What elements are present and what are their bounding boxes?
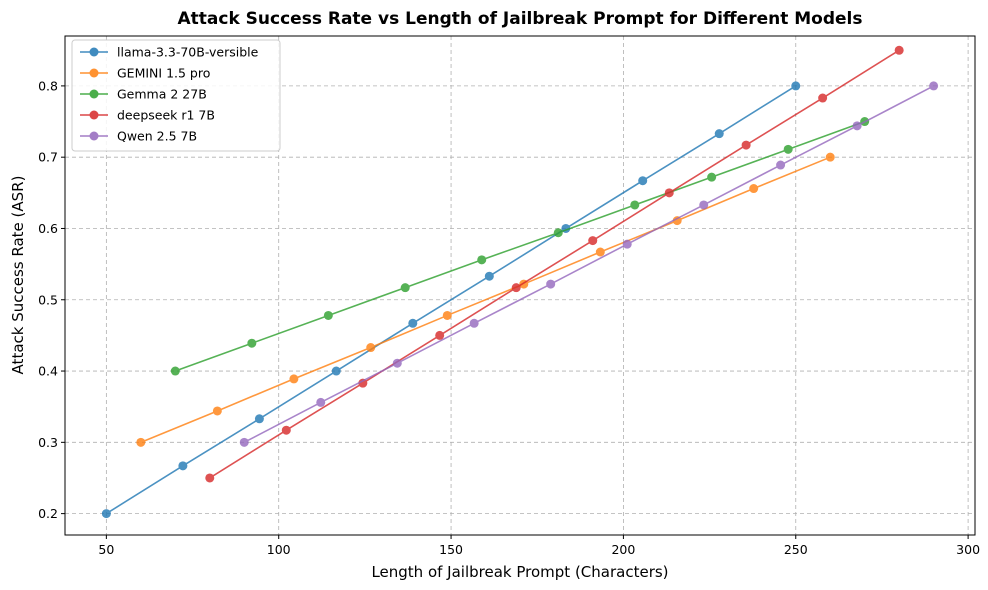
data-point: [484, 271, 494, 281]
legend-marker: [89, 47, 99, 57]
x-tick-label: 200: [611, 542, 635, 557]
series-1: [136, 152, 835, 447]
data-point: [664, 188, 674, 198]
data-point: [247, 338, 257, 348]
data-point: [281, 425, 291, 435]
data-point: [638, 176, 648, 186]
series-3: [205, 45, 904, 483]
legend-entry: [80, 131, 108, 141]
data-point: [170, 366, 180, 376]
y-tick-label: 0.2: [38, 506, 58, 521]
data-point: [699, 200, 709, 210]
series-line: [175, 120, 865, 372]
data-point: [442, 310, 452, 320]
series-layer: [101, 45, 939, 519]
legend-label: GEMINI 1.5 pro: [117, 66, 210, 81]
data-point: [477, 255, 487, 265]
data-point: [205, 473, 215, 483]
series-line: [140, 156, 831, 444]
grid: [65, 36, 975, 535]
data-point: [316, 397, 326, 407]
x-axis-label: Length of Jailbreak Prompt (Characters): [371, 563, 668, 581]
legend-marker: [89, 68, 99, 78]
x-tick-label: 150: [439, 542, 463, 557]
data-point: [791, 81, 801, 91]
data-point: [212, 406, 222, 416]
data-point: [622, 239, 632, 249]
legend-entry: [80, 89, 108, 99]
data-point: [630, 200, 640, 210]
plot-frame: [64, 35, 976, 536]
data-point: [254, 414, 264, 424]
data-point: [749, 184, 759, 194]
data-point: [595, 247, 605, 257]
data-point: [392, 358, 402, 368]
data-point: [101, 509, 111, 519]
x-tick-label: 100: [267, 542, 291, 557]
legend-label: Qwen 2.5 7B: [117, 129, 197, 144]
legend: llama-3.3-70B-versible GEMINI 1.5 pro Gemm…: [71, 39, 281, 152]
data-point: [289, 374, 299, 384]
data-point: [546, 279, 556, 289]
y-axis-label: Attack Success Rate (ASR): [9, 176, 27, 375]
x-tick-label: 250: [784, 542, 808, 557]
data-point: [852, 121, 862, 131]
data-point: [178, 461, 188, 471]
data-point: [408, 318, 418, 328]
data-point: [714, 129, 724, 139]
x-tick-label: 50: [98, 542, 114, 557]
series-0: [101, 81, 801, 519]
y-tick-label: 0.5: [38, 292, 58, 307]
data-point: [825, 152, 835, 162]
data-point: [741, 140, 751, 150]
data-point: [672, 216, 682, 226]
x-tick-label: 300: [956, 542, 980, 557]
data-point: [239, 437, 249, 447]
legend-box: [71, 39, 281, 152]
y-tick-label: 0.6: [38, 221, 58, 236]
data-point: [366, 343, 376, 353]
legend-entry: [80, 68, 108, 78]
data-point: [588, 236, 598, 246]
series-line: [209, 49, 900, 479]
y-tick-label: 0.4: [38, 364, 58, 379]
y-tick-label: 0.3: [38, 435, 58, 450]
ticks: 50 100 150 200 250 300 0.2 0.3 0.4 0.5 0.6 0.7 0.8: [38, 78, 980, 557]
data-point: [358, 378, 368, 388]
data-point: [435, 330, 445, 340]
data-point: [331, 366, 341, 376]
y-tick-label: 0.8: [38, 78, 58, 93]
legend-marker: [89, 131, 99, 141]
legend-label: deepseek r1 7B: [117, 108, 215, 123]
legend-marker: [89, 110, 99, 120]
series-line: [243, 85, 935, 444]
legend-marker: [89, 89, 99, 99]
data-point: [776, 160, 786, 170]
legend-label: Gemma 2 27B: [117, 87, 207, 102]
series-4: [239, 81, 939, 447]
series-line: [105, 85, 797, 515]
chart-title: Attack Success Rate vs Length of Jailbre…: [178, 9, 863, 29]
data-point: [818, 93, 828, 103]
y-tick-label: 0.7: [38, 150, 58, 165]
data-point: [894, 45, 904, 55]
legend-entry: [80, 110, 108, 120]
data-point: [929, 81, 939, 91]
legend-entry: [80, 47, 108, 57]
data-point: [323, 310, 333, 320]
legend-label: llama-3.3-70B-versible: [117, 45, 259, 60]
data-point: [400, 283, 410, 293]
data-point: [553, 228, 563, 238]
data-point: [783, 144, 793, 154]
data-point: [707, 172, 717, 182]
data-point: [136, 437, 146, 447]
data-point: [511, 283, 521, 293]
data-point: [469, 318, 479, 328]
